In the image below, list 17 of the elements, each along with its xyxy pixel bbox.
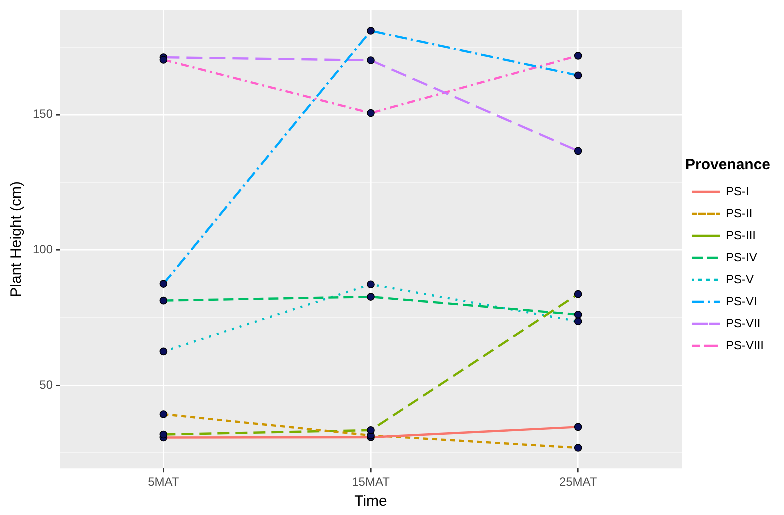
legend-label: PS-V: [726, 272, 754, 286]
legend-label: PS-IV: [726, 250, 758, 264]
legend-label: PS-III: [726, 228, 756, 242]
x-axis-title: Time: [354, 493, 388, 510]
y-tick-label: 150: [32, 107, 54, 122]
x-tick-label: 15MAT: [352, 475, 391, 490]
y-axis-title: Plant Height (cm): [8, 181, 26, 298]
y-tick-label: 50: [40, 378, 54, 392]
legend-label: PS-VI: [726, 294, 758, 308]
legend-label: PS-I: [726, 184, 750, 198]
legend-label: PS-VIII: [726, 338, 764, 352]
legend-label: PS-II: [726, 206, 753, 220]
legend-title: Provenance: [685, 156, 771, 174]
x-tick-label: 5MAT: [148, 475, 180, 490]
x-tick-label: 25MAT: [559, 475, 598, 490]
y-tick-label: 100: [32, 242, 54, 257]
legend-label: PS-VII: [726, 316, 761, 330]
